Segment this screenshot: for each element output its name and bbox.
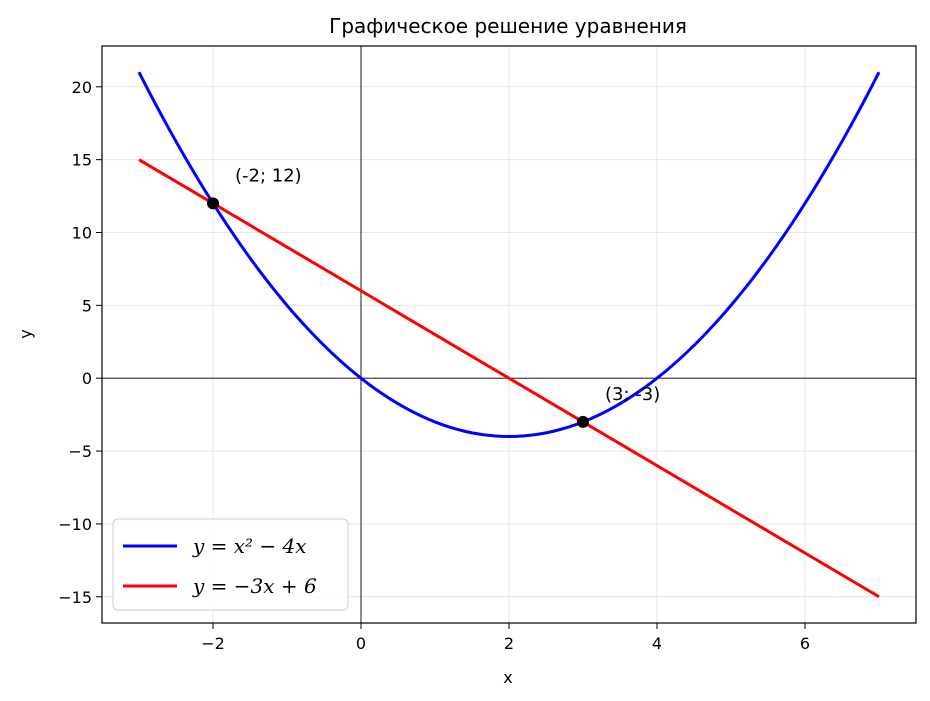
x-tick-label: 2 — [504, 634, 514, 653]
y-tick-label: 20 — [72, 78, 92, 97]
y-tick-label: 15 — [72, 151, 92, 170]
legend: y = x² − 4x y = −3x + 6 — [112, 518, 349, 611]
x-axis-label: x — [503, 668, 512, 687]
y-tick-label: −10 — [58, 515, 92, 534]
legend-label-parabola: y = x² − 4x — [192, 534, 307, 558]
series-0-line — [137, 71, 881, 438]
x-tick-label: 6 — [800, 634, 810, 653]
y-tick-label: 10 — [72, 224, 92, 243]
intersection-point — [577, 415, 589, 428]
y-axis-label: y — [16, 329, 35, 338]
y-tick-label: 0 — [82, 369, 92, 388]
legend-label-line: y = −3x + 6 — [192, 574, 317, 598]
y-tick-label: −15 — [58, 588, 92, 607]
intersection-point — [207, 197, 219, 210]
x-axis-ticks: −2 0 2 4 6 — [201, 623, 810, 653]
y-tick-label: −5 — [68, 442, 92, 461]
intersection-points: (-2; 12) (3; -3) — [207, 165, 660, 428]
x-tick-label: 0 — [356, 634, 366, 653]
intersection-point-label: (-2; 12) — [235, 165, 302, 186]
x-tick-label: 4 — [652, 634, 662, 653]
series-1-line — [138, 158, 880, 599]
chart-title: Графическое решение уравнения — [329, 14, 687, 38]
series-layer — [137, 71, 881, 599]
intersection-point-label: (3; -3) — [605, 384, 660, 405]
y-axis-ticks: 20 15 10 5 0 −5 −10 −15 — [58, 78, 102, 607]
x-tick-label: −2 — [201, 634, 225, 653]
y-tick-label: 5 — [82, 296, 92, 315]
